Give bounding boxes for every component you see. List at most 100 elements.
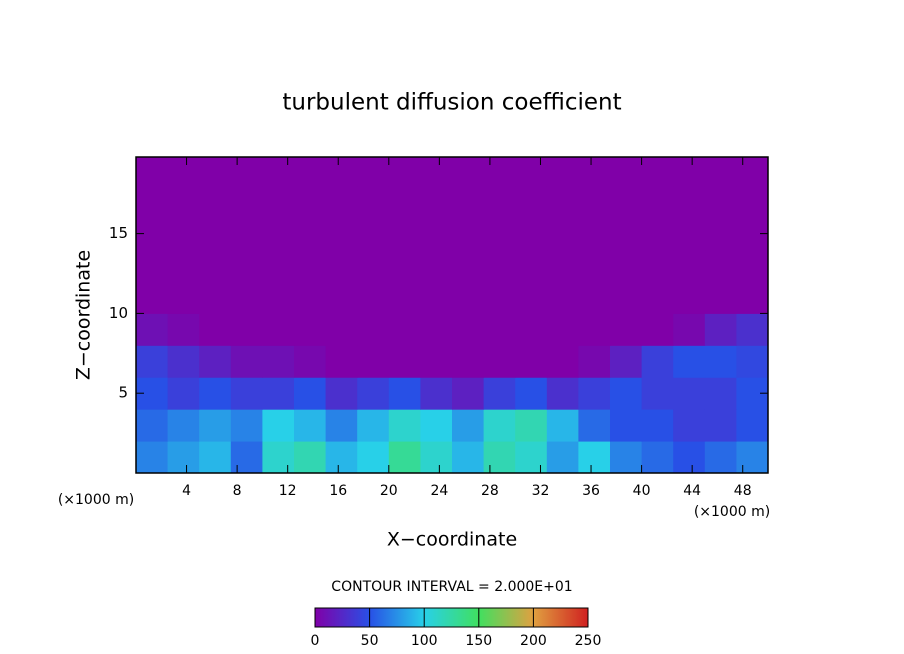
heatmap-cell [578, 377, 611, 410]
heatmap-cell [136, 249, 169, 282]
contour-interval: CONTOUR INTERVAL = 2.000E+01 [331, 579, 572, 595]
heatmap-cell [452, 313, 485, 346]
heatmap-cell [199, 249, 232, 282]
heatmap-cell [136, 185, 169, 219]
heatmap [136, 157, 768, 473]
heatmap-cell [452, 217, 485, 251]
heatmap-cell [294, 377, 327, 410]
x-units: (×1000 m) [694, 504, 770, 520]
heatmap-cell [262, 249, 295, 282]
heatmap-cell [515, 377, 548, 410]
heatmap-cell [546, 345, 579, 378]
heatmap-cell [388, 185, 421, 219]
heatmap-cell [641, 217, 674, 251]
heatmap-cell [610, 377, 643, 410]
heatmap-cell [230, 217, 263, 251]
x-tick-label: 32 [532, 483, 550, 499]
heatmap-cell [230, 157, 263, 187]
heatmap-cell [704, 217, 737, 251]
heatmap-cell [578, 441, 611, 473]
heatmap-cell [262, 313, 295, 346]
colorbar-tick-label: 0 [311, 633, 320, 649]
heatmap-cell [167, 313, 200, 346]
heatmap-cell [736, 185, 768, 219]
heatmap-cell [262, 441, 295, 473]
x-tick-label: 4 [182, 483, 191, 499]
heatmap-cell [483, 345, 516, 378]
heatmap-cell [199, 185, 232, 219]
heatmap-cell [610, 345, 643, 378]
heatmap-cell [325, 185, 358, 219]
x-tick-label: 8 [233, 483, 242, 499]
heatmap-cell [420, 281, 453, 314]
heatmap-cell [736, 345, 768, 378]
x-tick-label: 24 [430, 483, 448, 499]
heatmap-cell [167, 441, 200, 473]
heatmap-cell [262, 409, 295, 442]
heatmap-cell [578, 313, 611, 346]
heatmap-cell [610, 313, 643, 346]
heatmap-cell [515, 185, 548, 219]
heatmap-cell [388, 313, 421, 346]
heatmap-cell [704, 249, 737, 282]
heatmap-cell [483, 281, 516, 314]
heatmap-cell [294, 157, 327, 187]
heatmap-cell [704, 157, 737, 187]
heatmap-cell [136, 345, 169, 378]
heatmap-cell [230, 345, 263, 378]
heatmap-cell [578, 281, 611, 314]
heatmap-cell [673, 281, 706, 314]
heatmap-cell [199, 281, 232, 314]
heatmap-cell [704, 281, 737, 314]
heatmap-cell [230, 185, 263, 219]
x-axis-label: X−coordinate [387, 529, 517, 551]
heatmap-cell [578, 157, 611, 187]
heatmap-cell [357, 377, 390, 410]
x-tick-label: 48 [734, 483, 752, 499]
heatmap-cell [325, 377, 358, 410]
heatmap-cell [325, 313, 358, 346]
heatmap-cell [515, 441, 548, 473]
heatmap-cell [420, 217, 453, 251]
heatmap-cell [294, 185, 327, 219]
heatmap-cell [578, 345, 611, 378]
heatmap-cell [388, 249, 421, 282]
heatmap-cell [578, 409, 611, 442]
heatmap-cell [641, 185, 674, 219]
heatmap-cell [610, 157, 643, 187]
y-axis-label: Z−coordinate [73, 250, 95, 380]
heatmap-cell [736, 441, 768, 473]
heatmap-cell [641, 157, 674, 187]
heatmap-cell [704, 345, 737, 378]
chart-title: turbulent diffusion coefficient [282, 90, 621, 116]
heatmap-cell [388, 377, 421, 410]
heatmap-cell [357, 313, 390, 346]
heatmap-cell [452, 281, 485, 314]
heatmap-cell [610, 441, 643, 473]
heatmap-cell [641, 409, 674, 442]
heatmap-cell [262, 345, 295, 378]
heatmap-cell [357, 249, 390, 282]
heatmap-cell [230, 281, 263, 314]
x-tick-label: 16 [329, 483, 347, 499]
heatmap-cell [167, 377, 200, 410]
heatmap-cell [357, 217, 390, 251]
heatmap-cell [578, 217, 611, 251]
heatmap-cell [578, 185, 611, 219]
heatmap-cell [546, 249, 579, 282]
heatmap-cell [420, 185, 453, 219]
heatmap-cell [357, 441, 390, 473]
heatmap-cell [230, 409, 263, 442]
heatmap-cell [736, 409, 768, 442]
heatmap-cell [546, 217, 579, 251]
heatmap-cell [294, 217, 327, 251]
colorbar-tick-label: 200 [520, 633, 547, 649]
heatmap-cell [325, 441, 358, 473]
heatmap-cell [167, 345, 200, 378]
heatmap-cell [515, 313, 548, 346]
x-tick-label: 12 [279, 483, 297, 499]
heatmap-cell [673, 157, 706, 187]
heatmap-cell [199, 377, 232, 410]
heatmap-cell [388, 409, 421, 442]
